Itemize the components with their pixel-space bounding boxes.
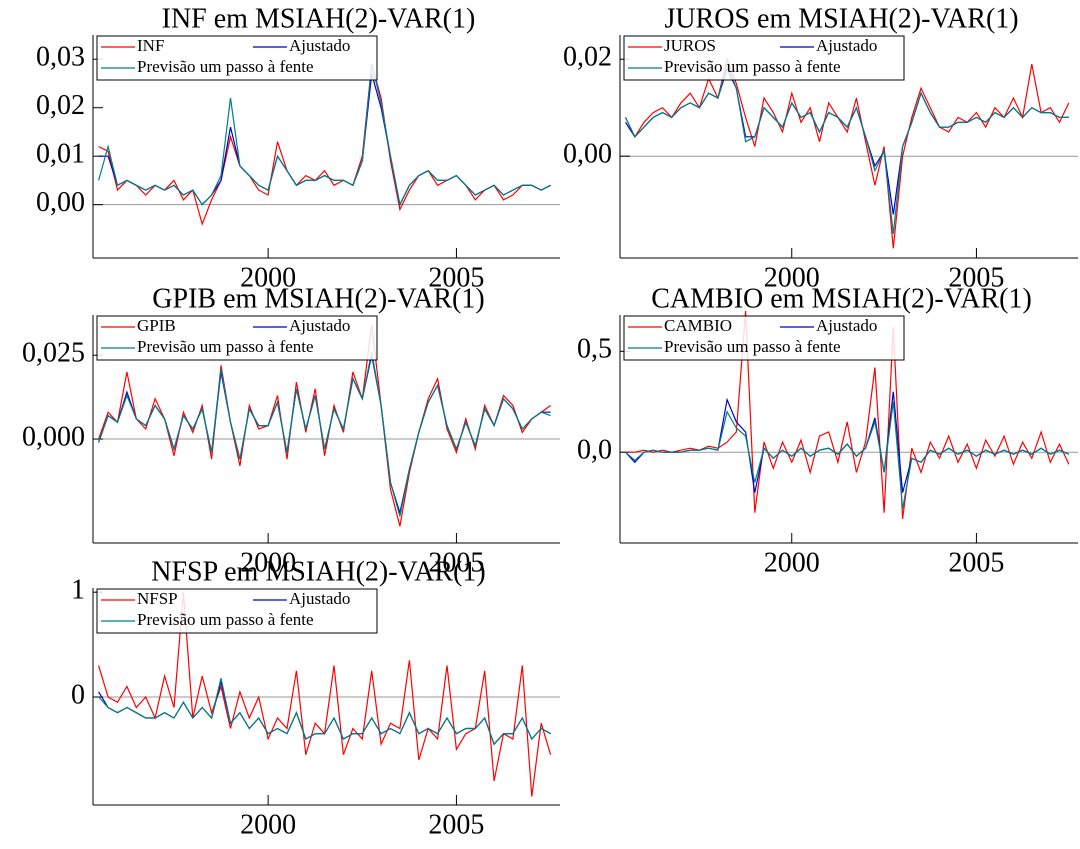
series-line [624, 67, 1069, 215]
series-line [98, 63, 551, 227]
legend-label: Previsão um passo à fente [137, 57, 314, 76]
y-tick-label: 0,01 [36, 139, 85, 170]
legend-label: Ajustado [289, 316, 350, 335]
series-line [98, 325, 551, 527]
legend-label: Ajustado [289, 589, 350, 608]
x-tick-label: 2000 [764, 262, 820, 293]
y-tick-label: 0,03 [36, 42, 85, 73]
series-line [98, 355, 551, 516]
x-tick-label: 2000 [240, 262, 296, 293]
x-tick-label: 2005 [948, 547, 1004, 578]
y-tick-label: 1 [71, 575, 85, 606]
panel: 0,0 0,5 2000 2005 CAMBIO Ajustado Previsão um … [577, 283, 1078, 578]
series-line [98, 351, 551, 517]
legend-label: Ajustado [816, 36, 877, 55]
x-tick-label: 2005 [948, 262, 1004, 293]
legend-label: Previsão um passo à fente [664, 57, 841, 76]
legend-label: GPIB [137, 316, 176, 335]
legend-label: NFSP [137, 589, 178, 608]
x-tick-label: 2005 [428, 809, 484, 840]
series-line [98, 73, 551, 207]
y-tick-label: 0,025 [22, 338, 85, 369]
legend-label: Previsão um passo à fente [137, 337, 314, 356]
series-line [624, 62, 1069, 234]
legend-box [96, 315, 378, 361]
panel: 0,000 0,025 2000 2005 GPIB Ajustado Previsão u… [22, 283, 560, 578]
series-line [98, 681, 551, 746]
legend-label: CAMBIO [664, 316, 732, 335]
x-tick-label: 2005 [428, 262, 484, 293]
series-line [98, 678, 551, 746]
panel-title: GPIB em MSIAH(2)-VAR(1) [152, 283, 484, 314]
panel: 0,00 0,02 2000 2005 JUROS Ajustado Previsão um… [563, 3, 1078, 293]
legend-label: Previsão um passo à fente [137, 610, 314, 629]
legend-box [623, 35, 905, 81]
y-tick-label: 0,00 [36, 187, 85, 218]
panel-title: CAMBIO em MSIAH(2)-VAR(1) [651, 283, 1032, 314]
y-tick-label: 0,02 [36, 90, 85, 121]
legend-box [96, 35, 378, 81]
series-line [624, 57, 1070, 249]
x-tick-label: 2000 [764, 547, 820, 578]
y-tick-label: 0,02 [563, 42, 612, 73]
y-tick-label: 0 [71, 679, 85, 710]
panel: 0 1 2000 2005 NFSP Ajustado Previsão um passo … [71, 556, 560, 840]
y-tick-label: 0,5 [577, 334, 612, 365]
panel-title: NFSP em MSIAH(2)-VAR(1) [151, 556, 485, 587]
panel-title: INF em MSIAH(2)-VAR(1) [162, 3, 476, 34]
legend-label: INF [137, 36, 164, 55]
panel: 0,00 0,01 0,02 0,03 2000 2005 INF Ajustado Previ… [36, 3, 560, 293]
y-tick-label: 0,0 [577, 435, 612, 466]
series-line [98, 63, 551, 207]
legend-box [623, 315, 905, 361]
x-tick-label: 2005 [428, 547, 484, 578]
legend-label: Previsão um passo à fente [664, 337, 841, 356]
panel-title: JUROS em MSIAH(2)-VAR(1) [664, 3, 1018, 34]
series-line [625, 391, 1070, 493]
legend-box [96, 588, 378, 634]
y-tick-label: 0,000 [22, 421, 85, 452]
legend-label: Ajustado [289, 36, 350, 55]
series-line [625, 401, 1070, 509]
x-tick-label: 2000 [240, 809, 296, 840]
legend-label: JUROS [664, 36, 716, 55]
x-tick-label: 2000 [240, 547, 296, 578]
legend-label: Ajustado [816, 316, 877, 335]
y-tick-label: 0,00 [563, 139, 612, 170]
